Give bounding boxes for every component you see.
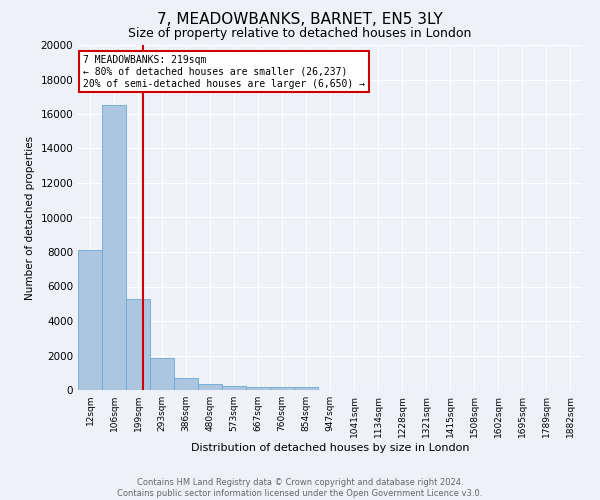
Text: Size of property relative to detached houses in London: Size of property relative to detached ho… <box>128 28 472 40</box>
X-axis label: Distribution of detached houses by size in London: Distribution of detached houses by size … <box>191 442 469 452</box>
Y-axis label: Number of detached properties: Number of detached properties <box>25 136 35 300</box>
Bar <box>247 386 269 390</box>
Bar <box>151 358 173 390</box>
Bar <box>127 298 149 390</box>
Bar <box>295 388 317 390</box>
Bar <box>199 384 221 390</box>
Text: Contains HM Land Registry data © Crown copyright and database right 2024.
Contai: Contains HM Land Registry data © Crown c… <box>118 478 482 498</box>
Bar <box>223 386 245 390</box>
Bar <box>103 106 125 390</box>
Bar <box>175 378 197 390</box>
Bar <box>271 387 293 390</box>
Text: 7 MEADOWBANKS: 219sqm
← 80% of detached houses are smaller (26,237)
20% of semi-: 7 MEADOWBANKS: 219sqm ← 80% of detached … <box>83 56 365 88</box>
Text: 7, MEADOWBANKS, BARNET, EN5 3LY: 7, MEADOWBANKS, BARNET, EN5 3LY <box>157 12 443 26</box>
Bar <box>79 250 101 390</box>
